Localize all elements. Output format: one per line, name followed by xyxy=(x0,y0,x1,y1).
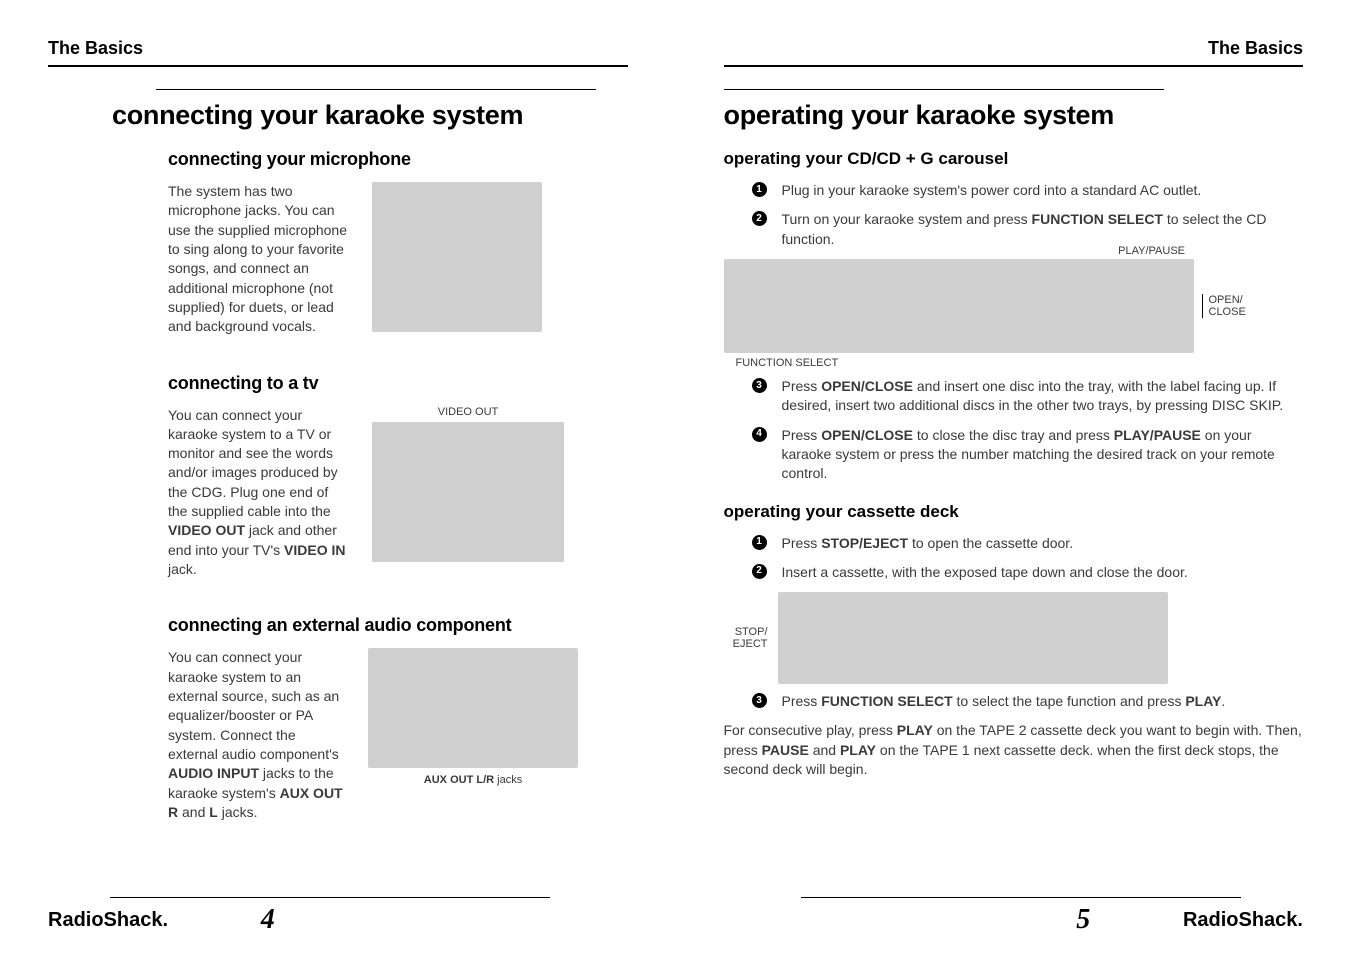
tv-body: You can connect your karaoke system to a… xyxy=(168,406,348,580)
right-rule-top xyxy=(724,89,1164,90)
left-page: The Basics connecting your karaoke syste… xyxy=(0,0,676,954)
cd-steps-a: Plug in your karaoke system's power cord… xyxy=(752,181,1304,249)
brand-right: RadioShack. xyxy=(1183,909,1303,932)
right-h1: operating your karaoke system xyxy=(724,100,1304,131)
tape-step2-text: Insert a cassette, with the exposed tape… xyxy=(782,564,1188,580)
tape-step-3: Press FUNCTION SELECT to select the tape… xyxy=(752,692,1304,711)
tape-step3-mid: to select the tape function and press xyxy=(953,693,1186,709)
ext-body-b3: L xyxy=(209,804,218,820)
tape-step3-b1: FUNCTION SELECT xyxy=(821,693,952,709)
right-page: The Basics operating your karaoke system… xyxy=(676,0,1351,954)
tv-body-pre: You can connect your karaoke system to a… xyxy=(168,407,338,520)
tape-panel-photo xyxy=(778,592,1168,684)
section-ext: connecting an external audio component Y… xyxy=(168,615,628,822)
callout-function-select: FUNCTION SELECT xyxy=(736,357,1304,369)
tv-body-b2: VIDEO IN xyxy=(284,542,345,558)
tv-h2: connecting to a tv xyxy=(168,373,628,394)
ext-photo xyxy=(368,648,578,768)
cd-step-1: Plug in your karaoke system's power cord… xyxy=(752,181,1304,200)
left-footer-rule xyxy=(110,897,550,898)
pagenum-left: 4 xyxy=(261,904,275,936)
cd-step3-pre: Press xyxy=(782,378,822,394)
tape-h2: operating your cassette deck xyxy=(724,502,1304,522)
left-content: connecting your karaoke system connectin… xyxy=(112,89,628,822)
rule-top xyxy=(156,89,596,90)
tape-tail-b1: PLAY xyxy=(897,722,933,738)
tape-tail-b2: PAUSE xyxy=(762,742,809,758)
section-mic: connecting your microphone The system ha… xyxy=(168,149,628,337)
ext-callout-post: jacks xyxy=(494,774,522,786)
mic-body: The system has two microphone jacks. You… xyxy=(168,182,348,337)
tape-step1-b1: STOP/EJECT xyxy=(821,535,908,551)
pagenum-right: 5 xyxy=(1076,904,1090,936)
tape-step-1: Press STOP/EJECT to open the cassette do… xyxy=(752,534,1304,553)
tape-tail: For consecutive play, press PLAY on the … xyxy=(724,721,1304,779)
left-page-header: The Basics xyxy=(48,38,628,67)
tape-steps-a: Press STOP/EJECT to open the cassette do… xyxy=(752,534,1304,583)
right-page-header: The Basics xyxy=(724,38,1304,67)
tv-body-b1: VIDEO OUT xyxy=(168,522,245,538)
cd-steps-b: Press OPEN/CLOSE and insert one disc int… xyxy=(752,377,1304,484)
callout-open-close: OPEN/ CLOSE xyxy=(1202,294,1246,318)
tape-tail-mid2: and xyxy=(809,742,840,758)
mic-photo xyxy=(372,182,542,332)
tape-photo-wrap: STOP/ EJECT xyxy=(724,592,1304,684)
right-footer: 5 RadioShack. xyxy=(724,904,1304,936)
ext-callout-pre: AUX OUT L/R xyxy=(424,774,494,786)
ext-body-post: jacks. xyxy=(218,804,258,820)
cd-step-2: Turn on your karaoke system and press FU… xyxy=(752,210,1304,249)
cd-step2-pre: Turn on your karaoke system and press xyxy=(782,211,1032,227)
tape-step1-pre: Press xyxy=(782,535,822,551)
tv-body-post: jack. xyxy=(168,561,197,577)
tape-step1-post: to open the cassette door. xyxy=(908,535,1073,551)
cd-step4-b1: OPEN/CLOSE xyxy=(821,427,913,443)
tape-tail-pre: For consecutive play, press xyxy=(724,722,897,738)
brand-left: RadioShack. xyxy=(48,909,168,932)
mic-h2: connecting your microphone xyxy=(168,149,628,170)
ext-h2: connecting an external audio component xyxy=(168,615,528,636)
cd-step-4: Press OPEN/CLOSE to close the disc tray … xyxy=(752,426,1304,484)
tape-step3-post: . xyxy=(1221,693,1225,709)
tape-step3-b2: PLAY xyxy=(1185,693,1221,709)
cd-step4-mid: to close the disc tray and press xyxy=(913,427,1114,443)
tape-step-2: Insert a cassette, with the exposed tape… xyxy=(752,563,1304,582)
right-content: operating your karaoke system operating … xyxy=(724,89,1304,779)
callout-play-pause: PLAY/PAUSE xyxy=(1118,245,1185,257)
right-footer-rule xyxy=(801,897,1241,898)
tape-step3-pre: Press xyxy=(782,693,822,709)
cd-step3-b1: OPEN/CLOSE xyxy=(821,378,913,394)
callout-stop-eject: STOP/ EJECT xyxy=(724,626,768,650)
cd-step4-pre: Press xyxy=(782,427,822,443)
cd-step1-text: Plug in your karaoke system's power cord… xyxy=(782,182,1202,198)
tv-callout-video-out: VIDEO OUT xyxy=(372,406,564,418)
tape-steps-b: Press FUNCTION SELECT to select the tape… xyxy=(752,692,1304,711)
tape-tail-b3: PLAY xyxy=(840,742,876,758)
cd-panel-photo xyxy=(724,259,1194,353)
cd-photo-wrap: PLAY/PAUSE OPEN/ CLOSE FUNCTION SELECT xyxy=(724,259,1304,369)
cd-step4-b2: PLAY/PAUSE xyxy=(1114,427,1201,443)
cd-step2-b1: FUNCTION SELECT xyxy=(1032,211,1163,227)
cd-step-3: Press OPEN/CLOSE and insert one disc int… xyxy=(752,377,1304,416)
section-tv: connecting to a tv You can connect your … xyxy=(168,373,628,580)
left-footer: RadioShack. 4 xyxy=(48,904,628,936)
ext-body-mid2: and xyxy=(178,804,209,820)
ext-body: You can connect your karaoke system to a… xyxy=(168,648,344,822)
left-h1: connecting your karaoke system xyxy=(112,100,628,131)
ext-body-pre: You can connect your karaoke system to a… xyxy=(168,649,339,762)
tv-photo xyxy=(372,422,564,562)
tv-photo-wrap: VIDEO OUT xyxy=(372,406,564,562)
ext-callout: AUX OUT L/R jacks xyxy=(368,774,578,786)
cd-h2: operating your CD/CD + G carousel xyxy=(724,149,1304,169)
ext-body-b1: AUDIO INPUT xyxy=(168,765,259,781)
ext-photo-wrap: AUX OUT L/R jacks xyxy=(368,648,578,786)
